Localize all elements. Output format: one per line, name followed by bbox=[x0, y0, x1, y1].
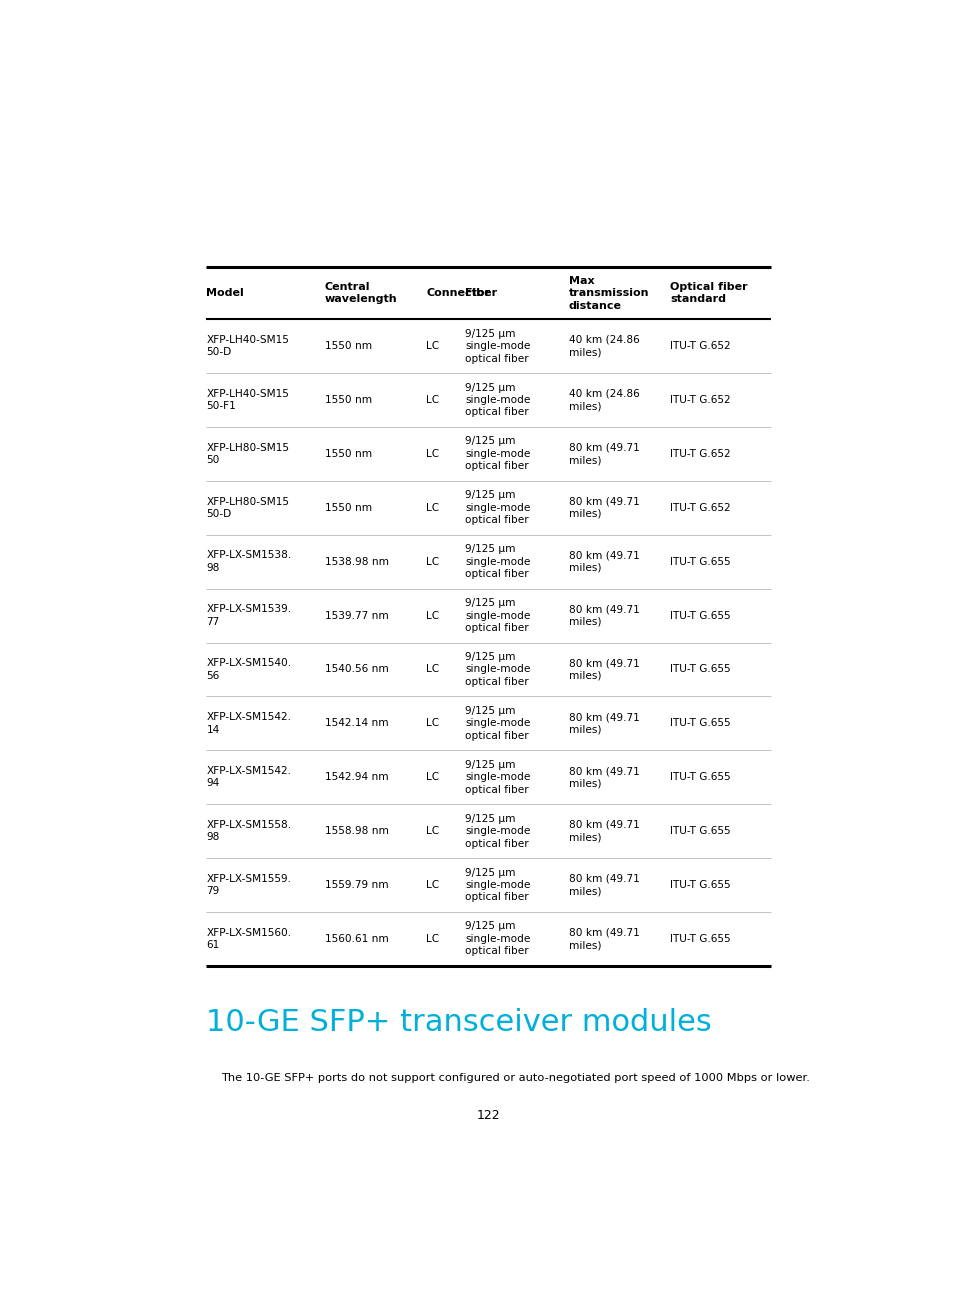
Text: LC: LC bbox=[426, 557, 438, 566]
Text: XFP-LH40-SM15
50-D: XFP-LH40-SM15 50-D bbox=[206, 334, 289, 358]
Text: 80 km (49.71
miles): 80 km (49.71 miles) bbox=[568, 551, 639, 573]
Text: ITU-T G.655: ITU-T G.655 bbox=[669, 665, 730, 674]
Text: Max
transmission
distance: Max transmission distance bbox=[568, 276, 649, 311]
Text: 9/125 μm
single-mode
optical fiber: 9/125 μm single-mode optical fiber bbox=[465, 921, 530, 956]
Text: XFP-LX-SM1539.
77: XFP-LX-SM1539. 77 bbox=[206, 604, 292, 627]
Text: 9/125 μm
single-mode
optical fiber: 9/125 μm single-mode optical fiber bbox=[465, 652, 530, 687]
Text: Fiber: Fiber bbox=[465, 288, 497, 298]
Text: LC: LC bbox=[426, 826, 438, 836]
Text: ITU-T G.652: ITU-T G.652 bbox=[669, 341, 730, 351]
Text: LC: LC bbox=[426, 665, 438, 674]
Text: 1538.98 nm: 1538.98 nm bbox=[324, 557, 389, 566]
Text: XFP-LX-SM1559.
79: XFP-LX-SM1559. 79 bbox=[206, 874, 292, 897]
Text: 9/125 μm
single-mode
optical fiber: 9/125 μm single-mode optical fiber bbox=[465, 867, 530, 902]
Text: 1542.14 nm: 1542.14 nm bbox=[324, 718, 388, 728]
Text: 1539.77 nm: 1539.77 nm bbox=[324, 610, 388, 621]
Text: 40 km (24.86
miles): 40 km (24.86 miles) bbox=[568, 389, 639, 411]
Text: 1542.94 nm: 1542.94 nm bbox=[324, 772, 388, 783]
Text: XFP-LX-SM1538.
98: XFP-LX-SM1538. 98 bbox=[206, 551, 292, 573]
Text: 1559.79 nm: 1559.79 nm bbox=[324, 880, 388, 890]
Text: 122: 122 bbox=[476, 1109, 500, 1122]
Text: 9/125 μm
single-mode
optical fiber: 9/125 μm single-mode optical fiber bbox=[465, 599, 530, 632]
Text: Model: Model bbox=[206, 288, 244, 298]
Text: 10-GE SFP+ transceiver modules: 10-GE SFP+ transceiver modules bbox=[206, 1008, 712, 1037]
Text: 9/125 μm
single-mode
optical fiber: 9/125 μm single-mode optical fiber bbox=[465, 814, 530, 849]
Text: 80 km (49.71
miles): 80 km (49.71 miles) bbox=[568, 712, 639, 735]
Text: 1540.56 nm: 1540.56 nm bbox=[324, 665, 388, 674]
Text: 9/125 μm
single-mode
optical fiber: 9/125 μm single-mode optical fiber bbox=[465, 544, 530, 579]
Text: 9/125 μm
single-mode
optical fiber: 9/125 μm single-mode optical fiber bbox=[465, 759, 530, 794]
Text: 80 km (49.71
miles): 80 km (49.71 miles) bbox=[568, 766, 639, 788]
Text: 1560.61 nm: 1560.61 nm bbox=[324, 934, 388, 943]
Text: XFP-LX-SM1542.
94: XFP-LX-SM1542. 94 bbox=[206, 766, 292, 788]
Text: ITU-T G.655: ITU-T G.655 bbox=[669, 934, 730, 943]
Text: XFP-LH80-SM15
50: XFP-LH80-SM15 50 bbox=[206, 443, 289, 465]
Text: LC: LC bbox=[426, 610, 438, 621]
Text: Central
wavelength: Central wavelength bbox=[324, 283, 397, 305]
Text: XFP-LH80-SM15
50-D: XFP-LH80-SM15 50-D bbox=[206, 496, 289, 518]
Text: 80 km (49.71
miles): 80 km (49.71 miles) bbox=[568, 443, 639, 465]
Text: 9/125 μm
single-mode
optical fiber: 9/125 μm single-mode optical fiber bbox=[465, 437, 530, 472]
Text: 1550 nm: 1550 nm bbox=[324, 448, 372, 459]
Text: LC: LC bbox=[426, 934, 438, 943]
Text: XFP-LX-SM1560.
61: XFP-LX-SM1560. 61 bbox=[206, 928, 292, 950]
Text: LC: LC bbox=[426, 880, 438, 890]
Text: 80 km (49.71
miles): 80 km (49.71 miles) bbox=[568, 820, 639, 842]
Text: LC: LC bbox=[426, 503, 438, 513]
Text: LC: LC bbox=[426, 341, 438, 351]
Text: XFP-LH40-SM15
50-F1: XFP-LH40-SM15 50-F1 bbox=[206, 389, 289, 411]
Text: LC: LC bbox=[426, 718, 438, 728]
Text: 40 km (24.86
miles): 40 km (24.86 miles) bbox=[568, 334, 639, 358]
Text: Connector: Connector bbox=[426, 288, 490, 298]
Text: ITU-T G.655: ITU-T G.655 bbox=[669, 557, 730, 566]
Text: 80 km (49.71
miles): 80 km (49.71 miles) bbox=[568, 874, 639, 897]
Text: ITU-T G.652: ITU-T G.652 bbox=[669, 395, 730, 406]
Text: XFP-LX-SM1542.
14: XFP-LX-SM1542. 14 bbox=[206, 712, 292, 735]
Text: ITU-T G.655: ITU-T G.655 bbox=[669, 718, 730, 728]
Text: 80 km (49.71
miles): 80 km (49.71 miles) bbox=[568, 604, 639, 627]
Text: ITU-T G.652: ITU-T G.652 bbox=[669, 503, 730, 513]
Text: 1550 nm: 1550 nm bbox=[324, 341, 372, 351]
Text: ITU-T G.652: ITU-T G.652 bbox=[669, 448, 730, 459]
Text: 80 km (49.71
miles): 80 km (49.71 miles) bbox=[568, 496, 639, 518]
Text: The 10-GE SFP+ ports do not support configured or auto-negotiated port speed of : The 10-GE SFP+ ports do not support conf… bbox=[221, 1073, 809, 1082]
Text: LC: LC bbox=[426, 395, 438, 406]
Text: XFP-LX-SM1540.
56: XFP-LX-SM1540. 56 bbox=[206, 658, 292, 680]
Text: ITU-T G.655: ITU-T G.655 bbox=[669, 610, 730, 621]
Text: ITU-T G.655: ITU-T G.655 bbox=[669, 880, 730, 890]
Text: 9/125 μm
single-mode
optical fiber: 9/125 μm single-mode optical fiber bbox=[465, 382, 530, 417]
Text: 80 km (49.71
miles): 80 km (49.71 miles) bbox=[568, 928, 639, 950]
Text: ITU-T G.655: ITU-T G.655 bbox=[669, 772, 730, 783]
Text: Optical fiber
standard: Optical fiber standard bbox=[669, 283, 747, 305]
Text: 9/125 μm
single-mode
optical fiber: 9/125 μm single-mode optical fiber bbox=[465, 329, 530, 363]
Text: 80 km (49.71
miles): 80 km (49.71 miles) bbox=[568, 658, 639, 680]
Text: 9/125 μm
single-mode
optical fiber: 9/125 μm single-mode optical fiber bbox=[465, 706, 530, 741]
Text: LC: LC bbox=[426, 448, 438, 459]
Text: 1558.98 nm: 1558.98 nm bbox=[324, 826, 388, 836]
Text: XFP-LX-SM1558.
98: XFP-LX-SM1558. 98 bbox=[206, 820, 292, 842]
Text: LC: LC bbox=[426, 772, 438, 783]
Text: 1550 nm: 1550 nm bbox=[324, 503, 372, 513]
Text: 1550 nm: 1550 nm bbox=[324, 395, 372, 406]
Text: 9/125 μm
single-mode
optical fiber: 9/125 μm single-mode optical fiber bbox=[465, 490, 530, 525]
Text: ITU-T G.655: ITU-T G.655 bbox=[669, 826, 730, 836]
